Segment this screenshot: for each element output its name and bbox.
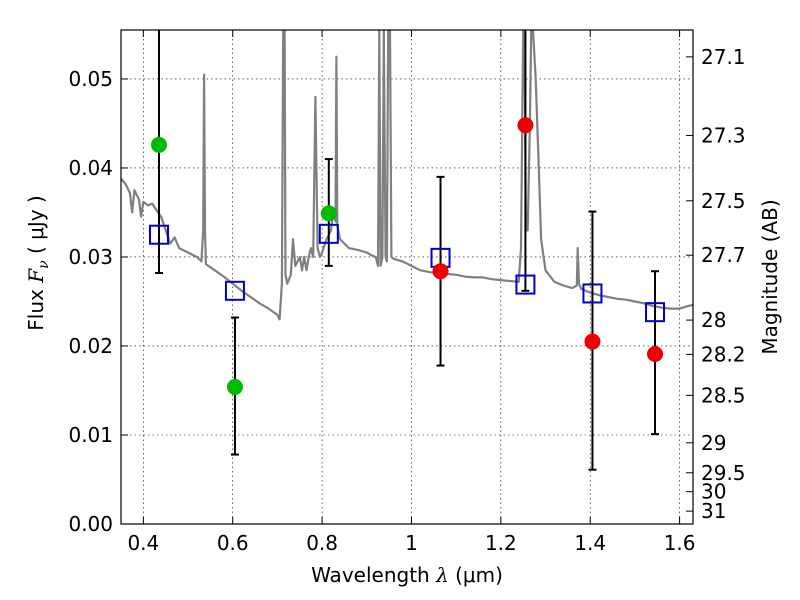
spectrum-layer: [121, 30, 693, 321]
model-flux-square: [645, 302, 666, 323]
y-tick-label: 0.03: [68, 245, 113, 269]
observed-flux-point: [432, 263, 449, 280]
magnitude-tick-label: 29: [701, 431, 726, 455]
x-axis-label: Wavelength λ (μm): [311, 563, 503, 587]
observed-point-layer: [150, 117, 664, 395]
y-tick-label: 0.05: [68, 67, 113, 91]
observed-flux-point: [226, 378, 243, 395]
magnitude-tick-label: 27.3: [701, 123, 746, 147]
magnitude-tick-label: 27.7: [701, 243, 746, 267]
observed-flux-point: [517, 117, 534, 134]
model-flux-square: [224, 280, 245, 301]
magnitude-tick-label: 28.2: [701, 342, 746, 366]
model-flux-square: [318, 223, 339, 244]
magnitude-tick-label: 31: [701, 499, 726, 523]
y-tick-label: 0.01: [68, 423, 113, 447]
y-tick-label: 0.04: [68, 156, 113, 180]
x-tick-label: 0.4: [127, 531, 159, 555]
magnitude-tick-label: 28: [701, 308, 726, 332]
model-flux-square: [582, 283, 603, 304]
x-tick-label: 1.6: [664, 531, 696, 555]
y-tick-label: 0.00: [68, 512, 113, 536]
magnitude-tick-label: 29.5: [701, 461, 746, 485]
x-tick-label: 0.6: [217, 531, 249, 555]
template-spectrum-line: [121, 30, 693, 321]
magnitude-tick-label: 27.1: [701, 45, 746, 69]
y-tick-label: 0.02: [68, 334, 113, 358]
x-tick-label: 1.2: [485, 531, 517, 555]
model-flux-square: [515, 274, 536, 295]
x-tick-label: 1: [405, 531, 418, 555]
right-axis-label: Magnitude (AB): [758, 199, 782, 354]
observed-flux-point: [647, 345, 664, 362]
y-axis-label: Flux Fν ( μJy ): [24, 195, 52, 330]
magnitude-tick-label: 30: [701, 480, 726, 504]
observed-flux-point: [320, 205, 337, 222]
plot-frame: [120, 29, 694, 525]
magnitude-tick-label: 28.5: [701, 383, 746, 407]
y-axis-ticks: 0.00 0.01 0.02 0.03 0.04 0.05: [68, 67, 128, 536]
x-tick-label: 1.4: [574, 531, 606, 555]
model-flux-square: [148, 224, 169, 245]
observed-flux-point: [150, 136, 167, 153]
x-tick-label: 0.8: [306, 531, 338, 555]
magnitude-tick-label: 27.5: [701, 189, 746, 213]
x-axis-ticks: 0.4 0.6 0.8 1 1.2 1.4 1.6: [127, 30, 696, 555]
observed-flux-point: [584, 333, 601, 350]
